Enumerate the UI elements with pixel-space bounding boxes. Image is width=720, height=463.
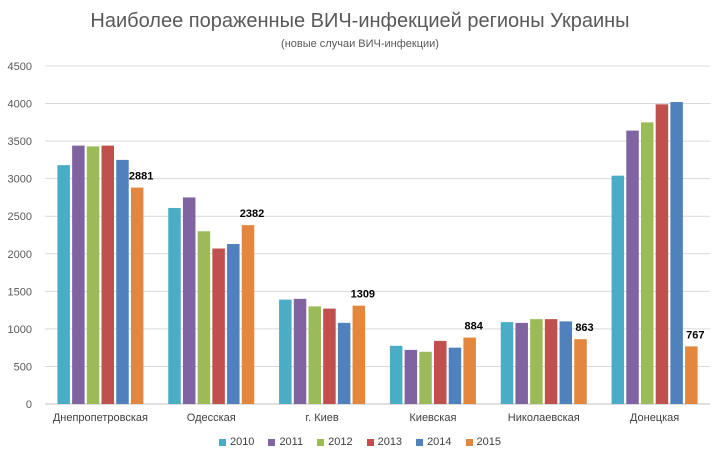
legend-swatch <box>268 438 276 446</box>
bar-2015 <box>574 339 587 404</box>
bar-2014 <box>448 347 462 404</box>
bar-2014 <box>670 102 683 404</box>
legend-item: 2013 <box>366 436 403 448</box>
legend-label: 2011 <box>279 436 304 448</box>
bar-2011 <box>515 322 528 404</box>
bar-2010 <box>168 207 181 404</box>
legend-item: 2011 <box>268 436 303 448</box>
bar-2014 <box>337 322 351 404</box>
legend-swatch <box>416 438 424 446</box>
legend-swatch <box>366 438 374 446</box>
bar-2011 <box>293 298 307 404</box>
y-tick-label: 3000 <box>8 174 32 186</box>
bar-2011 <box>182 197 196 404</box>
legend-label: 2015 <box>476 436 502 448</box>
legend-item: 2015 <box>465 436 502 448</box>
bar-2015 <box>463 337 476 404</box>
data-label: 2881 <box>129 171 153 183</box>
legend-item: 2014 <box>416 436 452 448</box>
y-tick-label: 2000 <box>8 249 32 261</box>
y-tick-label: 1000 <box>8 324 32 336</box>
bar-2013 <box>101 145 115 404</box>
bar-2011 <box>626 130 639 404</box>
bar-2014 <box>559 321 573 404</box>
chart-title: Наиболее пораженные ВИЧ-инфекцией регион… <box>90 10 630 32</box>
bar-2012 <box>530 319 543 404</box>
bar-2013 <box>544 319 558 404</box>
bar-2010 <box>500 322 514 404</box>
data-label: 767 <box>686 329 704 341</box>
y-tick-label: 3500 <box>8 136 32 148</box>
x-tick-label: Днепропетровская <box>53 412 148 424</box>
x-tick-label: Николаевская <box>508 412 580 424</box>
legend-swatch <box>465 438 473 446</box>
bar-2012 <box>419 351 432 404</box>
bar-2012 <box>197 231 211 404</box>
legend-item: 2012 <box>317 436 353 448</box>
bar-2012 <box>86 146 100 404</box>
y-tick-label: 2500 <box>8 211 32 223</box>
bar-2015 <box>685 346 698 404</box>
legend-swatch <box>317 438 325 446</box>
y-tick-label: 0 <box>26 399 32 411</box>
x-tick-label: Одесская <box>187 412 236 424</box>
legend-label: 2010 <box>229 436 255 448</box>
bar-2010 <box>389 345 403 404</box>
bar-2014 <box>116 159 129 404</box>
bar-2015 <box>241 225 255 404</box>
bar-2011 <box>404 349 418 404</box>
data-label: 2382 <box>240 208 264 220</box>
y-tick-label: 500 <box>14 361 32 373</box>
legend: 2010 2011 2012 2013 2014 2015 <box>0 436 720 448</box>
chart-subtitle: (новые случаи ВИЧ-инфекции) <box>281 38 439 50</box>
y-tick-label: 4000 <box>8 99 32 111</box>
bar-2012 <box>308 306 321 404</box>
legend-label: 2012 <box>328 436 353 448</box>
x-tick-label: г. Киев <box>305 412 338 424</box>
data-label: 1309 <box>351 289 375 301</box>
bar-2013 <box>655 104 669 404</box>
bar-2015 <box>352 305 366 404</box>
y-tick-label: 4500 <box>8 61 32 73</box>
bar-2014 <box>227 244 240 404</box>
legend-label: 2014 <box>427 436 452 448</box>
legend-item: 2010 <box>218 436 255 448</box>
bar-2013 <box>323 308 336 404</box>
bar-2013 <box>212 248 225 404</box>
y-tick-label: 1500 <box>8 286 32 298</box>
data-label: 863 <box>575 322 593 334</box>
bar-2010 <box>611 175 625 404</box>
legend-label: 2013 <box>377 436 403 448</box>
bar-2013 <box>434 340 447 404</box>
bar-2011 <box>72 145 85 404</box>
data-label: 884 <box>464 321 483 333</box>
bar-2012 <box>640 122 654 404</box>
legend-swatch <box>218 438 226 446</box>
x-tick-label: Киевская <box>409 412 456 424</box>
bar-2010 <box>57 165 70 404</box>
bar-2010 <box>279 299 292 404</box>
bar-2015 <box>130 187 144 404</box>
x-tick-label: Донецкая <box>630 412 679 424</box>
